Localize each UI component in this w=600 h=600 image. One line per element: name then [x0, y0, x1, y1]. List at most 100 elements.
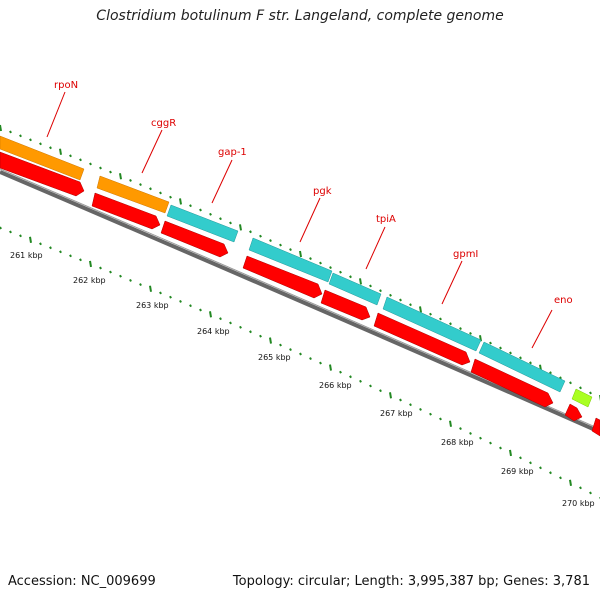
- outer-tick: [279, 243, 282, 247]
- inner-tick: [69, 254, 72, 258]
- outer-tick: [49, 146, 52, 150]
- inner-tick: [529, 461, 532, 465]
- cds-arrow-8[interactable]: [564, 403, 583, 422]
- inner-tick: [289, 348, 292, 351]
- inner-tick: [9, 230, 12, 234]
- inner-tick: [349, 375, 352, 379]
- cds-arrow-6[interactable]: [373, 312, 471, 366]
- feature-cggR[interactable]: [96, 175, 170, 214]
- outer-tick: [129, 178, 132, 182]
- label-leaders: [46, 91, 553, 349]
- inner-tick: [399, 398, 402, 402]
- feature-tpiA[interactable]: [328, 272, 382, 306]
- inner-tick: [569, 479, 572, 486]
- gene-label-pgk[interactable]: pgk: [313, 186, 332, 197]
- gene-label-cggR[interactable]: cggR: [151, 118, 176, 129]
- kbp-label-268: 268 kbp: [441, 438, 474, 447]
- kbp-label-269: 269 kbp: [501, 467, 534, 476]
- outer-tick: [139, 183, 142, 187]
- inner-tick: [429, 412, 432, 416]
- inner-tick: [49, 246, 52, 250]
- gene-label-gpmI[interactable]: gpmI: [453, 249, 478, 260]
- feature-pgk[interactable]: [248, 237, 333, 283]
- feature-gpmI[interactable]: [382, 296, 482, 352]
- outer-tick: [579, 386, 582, 390]
- cds-arrow-1[interactable]: [0, 151, 85, 197]
- accession-text: Accession: NC_009699: [8, 574, 156, 589]
- feature-rpoN[interactable]: [0, 135, 85, 181]
- outer-tick: [369, 284, 372, 288]
- outer-tick: [249, 230, 252, 234]
- outer-tick: [339, 270, 342, 274]
- feature-eno[interactable]: [478, 341, 566, 393]
- outer-tick: [219, 217, 222, 221]
- outer-tick: [39, 142, 42, 146]
- inner-tick: [369, 384, 372, 388]
- outer-tick: [59, 148, 62, 155]
- inner-tick: [579, 486, 582, 490]
- outer-tick: [69, 154, 72, 158]
- outer-tick: [409, 303, 412, 307]
- inner-tick: [359, 379, 362, 383]
- cds-arrow-5[interactable]: [320, 289, 371, 321]
- outer-tick: [149, 187, 152, 191]
- outer-tick: [209, 212, 212, 216]
- inner-tick: [149, 285, 152, 292]
- inner-tick: [489, 441, 492, 445]
- map-title: Clostridium botulinum F str. Langeland, …: [96, 8, 504, 24]
- outer-tick: [259, 234, 262, 238]
- outer-tick: [109, 170, 112, 174]
- kbp-label-263: 263 kbp: [136, 301, 169, 310]
- cds-arrow-9[interactable]: [591, 417, 600, 437]
- outer-tick: [309, 257, 312, 260]
- inner-tick: [89, 260, 92, 268]
- inner-tick: [419, 407, 422, 411]
- gene-label-eno[interactable]: eno: [554, 295, 573, 306]
- outer-tick: [589, 391, 592, 395]
- inner-tick: [589, 491, 592, 495]
- inner-tick: [319, 361, 322, 365]
- inner-tick: [99, 266, 102, 270]
- outer-tick: [449, 322, 452, 326]
- outer-tick: [0, 124, 2, 132]
- cds-arrow-4[interactable]: [242, 255, 323, 299]
- outer-tick: [389, 293, 392, 297]
- cds-arrow-3[interactable]: [160, 220, 229, 258]
- gene-label-gap-1[interactable]: gap-1: [218, 147, 247, 158]
- inner-tick: [449, 420, 452, 427]
- inner-tick: [519, 456, 522, 460]
- inner-tick: [409, 403, 412, 407]
- outer-tick: [239, 224, 242, 231]
- cds-arrow-2[interactable]: [91, 192, 161, 230]
- outer-tick: [159, 191, 162, 195]
- kbp-label-267: 267 kbp: [380, 409, 413, 418]
- gene-labels: rpoN cggR gap-1 pgk tpiA gpmI eno: [54, 80, 573, 306]
- gene-label-rpoN[interactable]: rpoN: [54, 80, 78, 91]
- outer-tick: [179, 198, 182, 205]
- topology-text: Topology: circular; Length: 3,995,387 bp…: [232, 574, 590, 589]
- inner-tick-row: [0, 226, 600, 500]
- cds-arrow-7[interactable]: [470, 358, 554, 408]
- kbp-label-265: 265 kbp: [258, 353, 291, 362]
- outer-tick: [349, 275, 352, 279]
- inner-tick: [299, 352, 302, 356]
- outer-tick: [79, 158, 82, 162]
- inner-tick: [379, 389, 382, 393]
- inner-tick: [259, 334, 262, 338]
- outer-tick: [469, 331, 472, 335]
- kbp-label-266: 266 kbp: [319, 381, 352, 390]
- inner-tick: [109, 270, 112, 274]
- feature-lime[interactable]: [571, 388, 593, 408]
- inner-tick: [339, 370, 342, 374]
- gene-label-tpiA[interactable]: tpiA: [376, 214, 396, 225]
- inner-tick: [239, 325, 242, 329]
- outer-tick: [289, 248, 292, 251]
- inner-tick: [309, 357, 312, 360]
- inner-tick: [59, 250, 62, 254]
- kbp-label-262: 262 kbp: [73, 276, 106, 285]
- kbp-labels: 261 kbp 262 kbp 263 kbp 264 kbp 265 kbp …: [10, 251, 595, 508]
- inner-tick: [159, 291, 162, 295]
- feature-gap-1[interactable]: [166, 204, 239, 243]
- outer-tick: [329, 266, 332, 270]
